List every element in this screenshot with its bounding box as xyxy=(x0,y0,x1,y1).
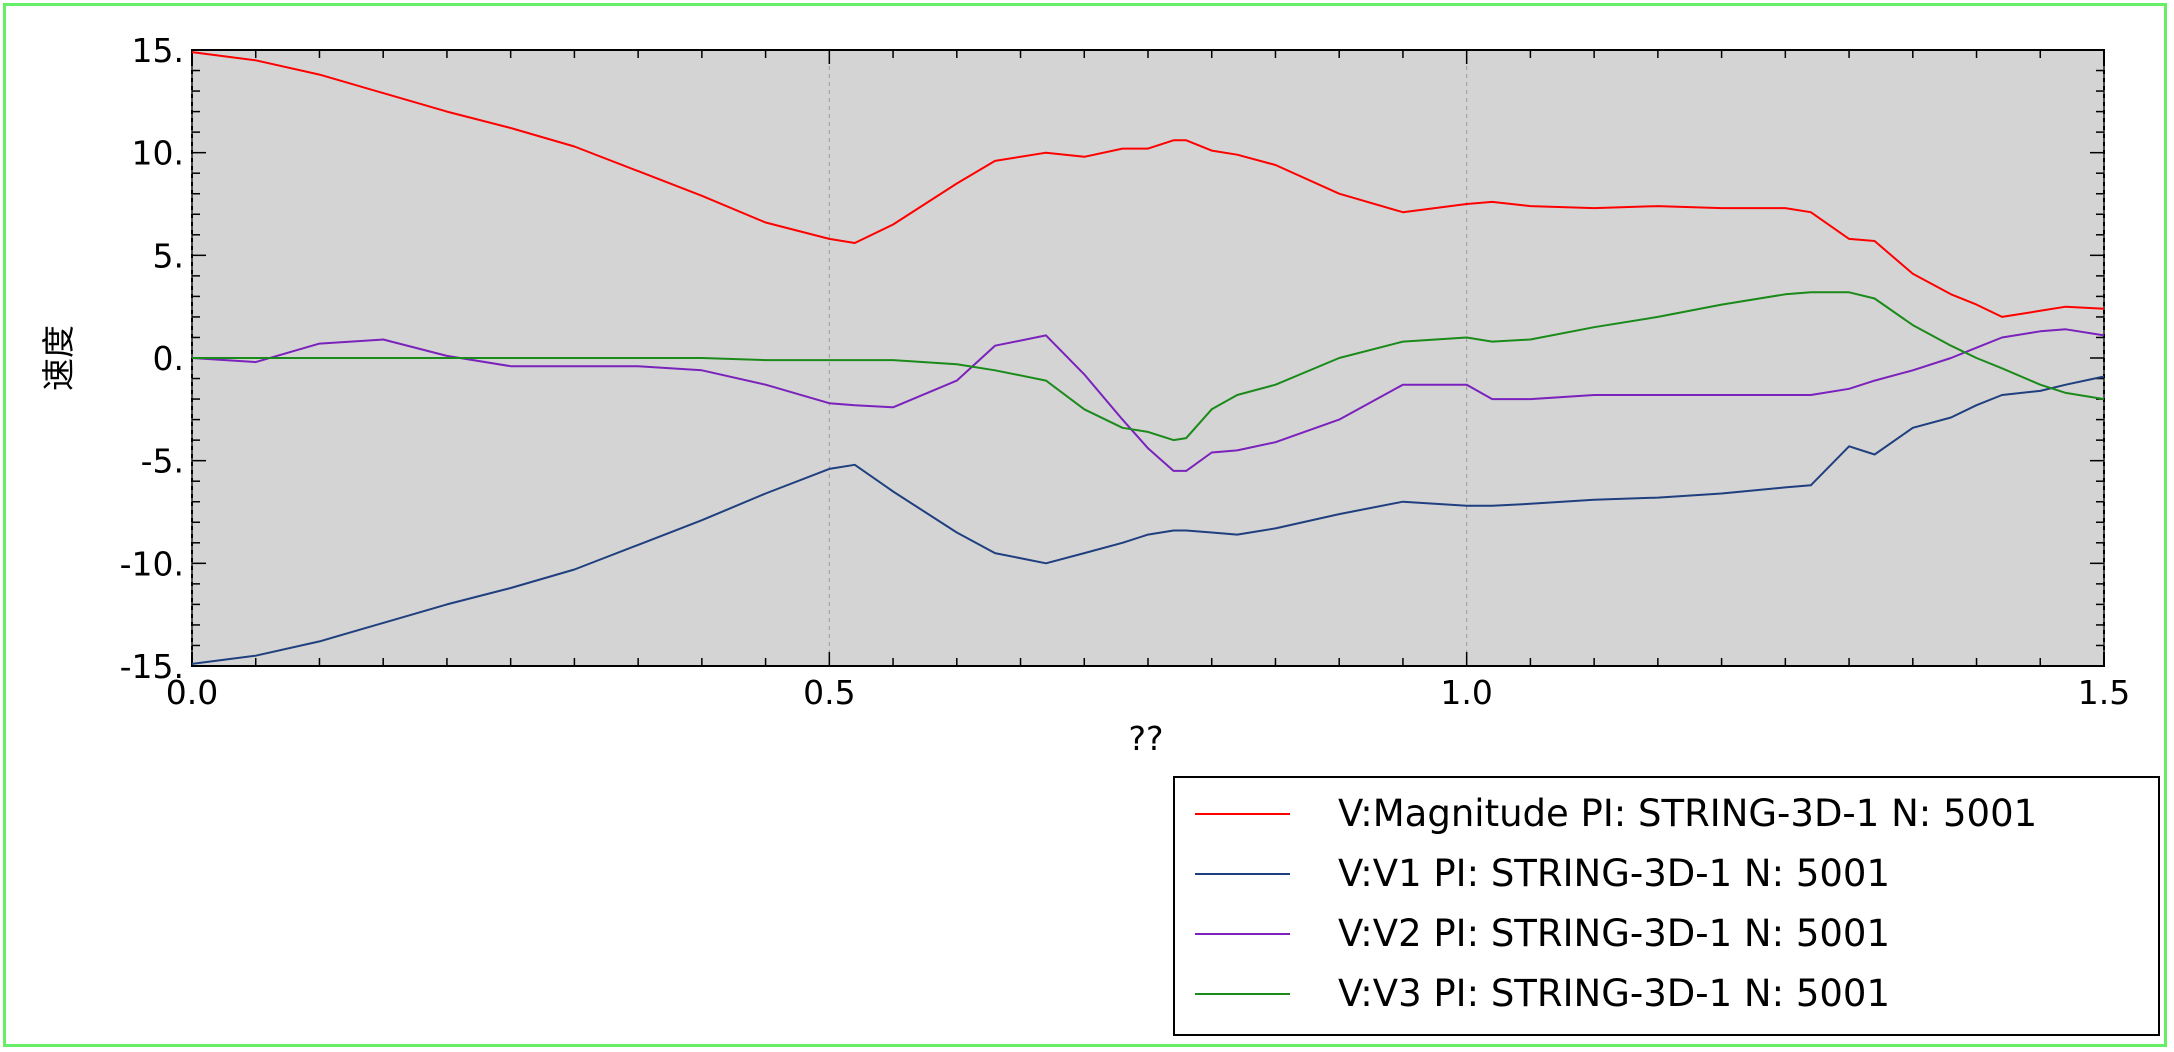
legend-swatch xyxy=(1195,933,1290,935)
legend: V:Magnitude PI: STRING-3D-1 N: 5001 V:V1 … xyxy=(1173,776,2160,1036)
chart-area: 0.0 0.5 1.0 1.5 15. 10. 5. 0. -5. -10. -15. ?? 速度 xyxy=(39,31,2131,758)
x-axis-title: ?? xyxy=(1128,719,1163,758)
legend-item: V:Magnitude PI: STRING-3D-1 N: 5001 xyxy=(1175,794,2158,834)
legend-swatch xyxy=(1195,993,1290,995)
legend-label: V:V1 PI: STRING-3D-1 N: 5001 xyxy=(1338,852,1890,895)
series-line-4 xyxy=(192,291,2105,442)
legend-label: V:V3 PI: STRING-3D-1 N: 5001 xyxy=(1338,972,1890,1015)
legend-swatch xyxy=(1195,813,1290,815)
y-tick-label: 0. xyxy=(153,339,185,378)
legend-swatch xyxy=(1195,873,1290,875)
x-tick-label: 0.5 xyxy=(803,673,855,712)
legend-item: V:V3 PI: STRING-3D-1 N: 5001 xyxy=(1175,974,2158,1014)
legend-item: V:V2 PI: STRING-3D-1 N: 5001 xyxy=(1175,914,2158,954)
y-tick-label: 15. xyxy=(132,31,184,70)
chart-frame: 0.0 0.5 1.0 1.5 15. 10. 5. 0. -5. -10. -15. ?? 速度 … xyxy=(3,3,2167,1047)
series-line-1 xyxy=(191,51,2105,318)
y-tick-label: -10. xyxy=(120,544,184,583)
x-tick-label: 1.0 xyxy=(1440,673,1492,712)
y-axis-title: 速度 xyxy=(39,325,78,391)
axis-ticks xyxy=(191,49,2105,667)
y-tick-label: 10. xyxy=(132,134,184,173)
legend-item: V:V1 PI: STRING-3D-1 N: 5001 xyxy=(1175,854,2158,894)
legend-label: V:Magnitude PI: STRING-3D-1 N: 5001 xyxy=(1338,792,2038,835)
series-line-2 xyxy=(191,375,2105,665)
x-tick-label: 0.0 xyxy=(166,673,218,712)
y-tick-label: -15. xyxy=(120,647,184,686)
y-tick-label: -5. xyxy=(141,442,184,481)
x-tick-label: 1.5 xyxy=(2078,673,2130,712)
tick-labels: 0.0 0.5 1.0 1.5 15. 10. 5. 0. -5. -10. -15. xyxy=(120,31,2131,712)
series-line-3 xyxy=(191,328,2105,472)
y-tick-label: 5. xyxy=(153,236,185,275)
series-lines xyxy=(191,51,2105,665)
legend-label: V:V2 PI: STRING-3D-1 N: 5001 xyxy=(1338,912,1890,955)
